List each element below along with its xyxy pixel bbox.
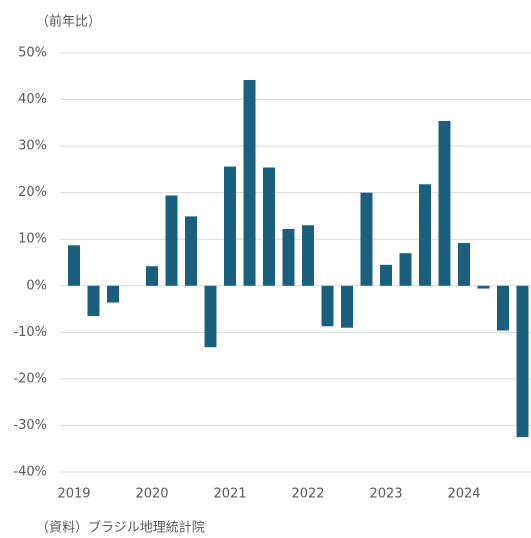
y-tick-label: -40%: [13, 465, 47, 480]
y-tick-label: 40%: [18, 92, 47, 107]
bar: [302, 225, 314, 286]
bar: [185, 216, 197, 286]
bar: [380, 264, 392, 286]
bar: [87, 285, 100, 317]
bar: [477, 285, 490, 289]
bar: [321, 285, 334, 327]
bar: [360, 192, 373, 286]
y-tick-label: 0%: [26, 278, 47, 293]
bar: [204, 285, 217, 348]
y-tick-label: 10%: [18, 232, 47, 247]
y-tick-label: -30%: [13, 418, 47, 433]
bar: [516, 285, 529, 438]
y-axis-label: （前年比）: [36, 14, 101, 30]
y-tick-label: 30%: [18, 139, 47, 154]
bar: [458, 242, 470, 286]
bar: [68, 245, 80, 286]
bar: [146, 266, 158, 286]
x-tick-label: 2019: [57, 487, 90, 502]
bar: [399, 253, 412, 286]
y-tick-label: -10%: [13, 325, 47, 340]
bar: [497, 285, 509, 331]
bar: [243, 80, 256, 286]
bar: [419, 184, 431, 286]
y-tick-label: -20%: [13, 371, 47, 386]
bar: [165, 195, 178, 286]
bar: [224, 166, 236, 286]
bar: [282, 228, 295, 286]
x-tick-label: 2023: [369, 487, 402, 502]
x-tick-label: 2020: [135, 487, 168, 502]
x-tick-label: 2024: [447, 487, 480, 502]
bar: [263, 167, 275, 286]
y-tick-label: 50%: [18, 46, 47, 61]
source-note: （資料）ブラジル地理統計院: [36, 520, 205, 536]
x-tick-label: 2021: [213, 487, 246, 502]
y-tick-label: 20%: [18, 185, 47, 200]
bar: [107, 285, 119, 303]
x-tick-label: 2022: [291, 487, 324, 502]
bar: [438, 120, 451, 286]
bar: [341, 285, 353, 328]
